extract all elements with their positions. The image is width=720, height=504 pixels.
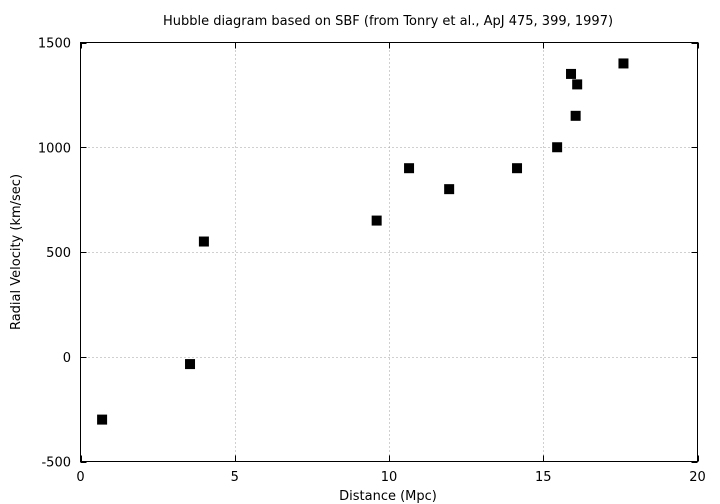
x-tick-labels: 0 5 10 15 20 xyxy=(76,470,705,485)
y-tick-label: 500 xyxy=(46,246,71,261)
x-tick-label: 5 xyxy=(231,470,239,485)
data-point xyxy=(566,68,577,79)
data-point xyxy=(512,163,523,174)
chart-title: Hubble diagram based on SBF (from Tonry … xyxy=(163,14,613,29)
data-point xyxy=(572,79,583,90)
x-axis-label: Distance (Mpc) xyxy=(339,489,437,504)
y-tick-label: 1000 xyxy=(38,141,71,156)
axis-ticks xyxy=(80,42,699,463)
y-tick-label: -500 xyxy=(41,456,71,471)
x-tick-label: 0 xyxy=(76,470,84,485)
data-point xyxy=(404,163,415,174)
data-point xyxy=(570,110,581,121)
y-tick-label: 1500 xyxy=(38,37,71,52)
x-tick-label: 10 xyxy=(381,470,398,485)
y-tick-labels: -500 0 500 1000 1500 xyxy=(38,37,71,471)
data-points xyxy=(97,58,629,425)
x-tick-label: 15 xyxy=(535,470,552,485)
data-point xyxy=(444,184,455,195)
data-point xyxy=(97,414,108,425)
data-point xyxy=(185,359,196,370)
data-point xyxy=(198,236,209,247)
data-point xyxy=(371,215,382,226)
data-point xyxy=(552,142,563,153)
data-point xyxy=(618,58,629,69)
x-tick-label: 20 xyxy=(689,470,706,485)
grid-lines xyxy=(80,42,698,462)
y-tick-label: 0 xyxy=(63,351,71,366)
y-axis-label: Radial Velocity (km/sec) xyxy=(9,174,24,330)
